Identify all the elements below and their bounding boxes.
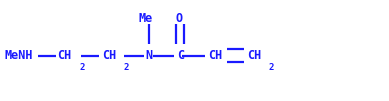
Text: 2: 2 <box>124 63 129 72</box>
Text: C: C <box>177 49 184 62</box>
Text: CH: CH <box>58 49 72 62</box>
Text: O: O <box>175 12 182 25</box>
Text: MeNH: MeNH <box>5 49 33 62</box>
Text: CH: CH <box>208 49 223 62</box>
Text: Me: Me <box>138 12 152 25</box>
Text: N: N <box>146 49 153 62</box>
Text: CH: CH <box>247 49 261 62</box>
Text: 2: 2 <box>79 63 85 72</box>
Text: CH: CH <box>102 49 116 62</box>
Text: 2: 2 <box>269 63 274 72</box>
